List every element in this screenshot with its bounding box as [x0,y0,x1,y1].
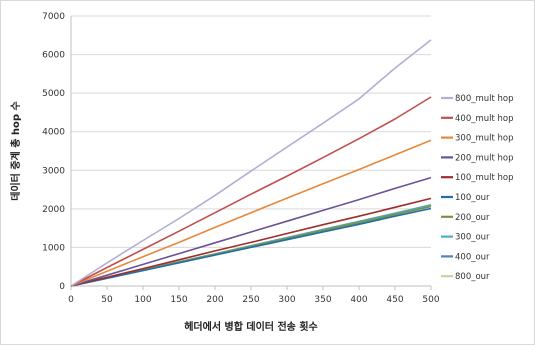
y-tick-label: 2000 [42,205,65,215]
series-line-300-mult-hop [70,139,432,287]
legend: 800_mult hop 400_mult hop 300_mult hop 200_… [441,94,514,282]
x-axis-title: 헤더에서 병합 데이터 전송 횟수 [184,320,318,333]
y-tick-label: 4000 [42,128,65,138]
y-tick-label: 0 [59,282,65,292]
x-tick-label: 0 [68,295,74,305]
x-tick-label: 200 [206,295,223,305]
x-tick-label: 450 [386,295,403,305]
y-tick-label: 6000 [42,51,65,61]
series-line-100-our [70,207,432,287]
legend-label: 100_our [455,193,490,203]
legend-label: 400_our [455,252,490,262]
axes: 0 1000 2000 3000 4000 5000 6000 7000 0 50 100 150 20… [42,12,440,305]
series-lines [70,39,432,287]
x-tick-label: 250 [242,295,259,305]
x-tick-label: 350 [314,295,331,305]
x-tick-label: 50 [101,295,113,305]
legend-label: 800_our [455,272,490,282]
x-tick-label: 100 [134,295,151,305]
y-tick-label: 3000 [42,166,65,176]
y-tick-label: 1000 [42,243,65,253]
legend-label: 300_mult hop [455,134,514,144]
series-line-200-mult-hop [70,176,432,287]
legend-label: 800_mult hop [455,94,514,104]
x-tick-label: 300 [278,295,295,305]
legend-label: 100_mult hop [455,173,514,183]
legend-label: 400_mult hop [455,114,514,124]
y-axis-title: 데이터 중계 총 hop 수 [9,101,22,200]
x-tick-label: 150 [170,295,187,305]
legend-label: 200_our [455,213,490,223]
y-tick-label: 7000 [42,12,65,22]
legend-label: 300_our [455,233,490,243]
legend-label: 200_mult hop [455,153,514,163]
series-line-800-mult-hop [70,39,432,287]
x-tick-label: 500 [422,295,439,305]
series-line-100-mult-hop [70,197,432,287]
y-tick-label: 5000 [42,89,65,99]
x-tick-label: 400 [350,295,367,305]
series-line-400-mult-hop [70,96,432,287]
